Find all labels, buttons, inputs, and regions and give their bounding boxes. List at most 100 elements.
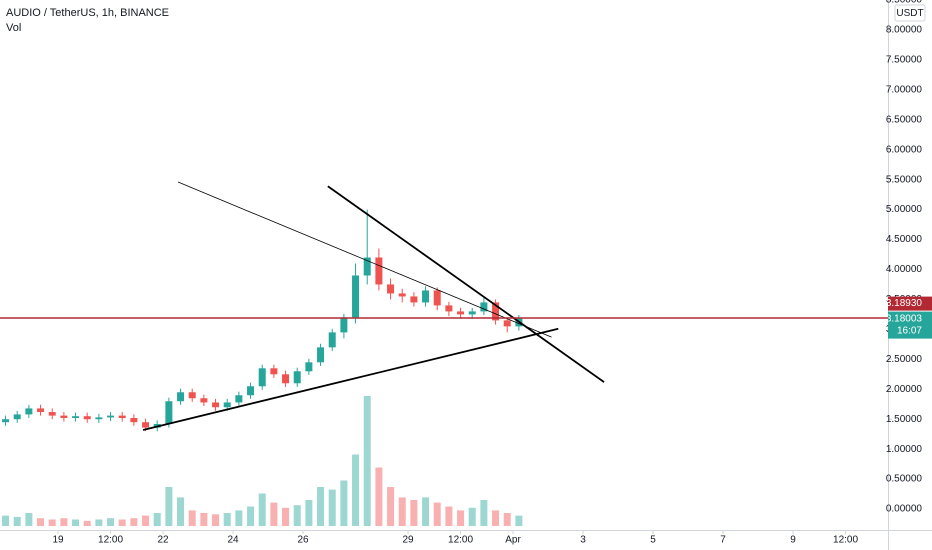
volume-bar bbox=[118, 519, 126, 526]
volume-bar bbox=[37, 518, 45, 526]
volume-bar bbox=[153, 513, 161, 526]
x-tick-label: 29 bbox=[402, 535, 414, 546]
candle-body bbox=[223, 402, 231, 408]
volume-bar bbox=[165, 487, 173, 526]
volume-bar bbox=[130, 518, 138, 526]
volume-bar bbox=[445, 506, 453, 526]
candle-body bbox=[398, 293, 406, 297]
y-tick-label: 2.00000 bbox=[886, 384, 923, 395]
candle-body bbox=[107, 415, 115, 418]
candle-body bbox=[235, 395, 243, 403]
volume-bar bbox=[375, 467, 383, 526]
candle-body bbox=[48, 412, 56, 416]
candle-body bbox=[410, 296, 418, 303]
x-tick-label: 12:00 bbox=[833, 535, 858, 546]
candle-body bbox=[433, 290, 441, 306]
volume-bar bbox=[235, 510, 243, 526]
volume-bar bbox=[515, 515, 523, 526]
candle-body bbox=[305, 362, 313, 372]
volume-bar bbox=[212, 514, 220, 526]
currency-label[interactable]: USDT bbox=[896, 8, 923, 19]
candle-body bbox=[212, 402, 220, 408]
volume-bar bbox=[492, 510, 500, 526]
x-tick-label: 26 bbox=[297, 535, 309, 546]
volume-bar bbox=[317, 487, 325, 526]
volume-bar bbox=[328, 489, 336, 526]
trend-line bbox=[142, 327, 559, 431]
candle-body bbox=[142, 422, 150, 428]
y-tick-label: 5.50000 bbox=[886, 174, 923, 185]
volume-bar bbox=[503, 513, 511, 526]
trend-line bbox=[177, 181, 552, 338]
volume-bar bbox=[107, 518, 115, 526]
candle-body bbox=[445, 305, 453, 312]
y-tick-label: 7.00000 bbox=[886, 84, 923, 95]
volume-bar bbox=[410, 500, 418, 526]
price-line-label: 3.18930 bbox=[886, 298, 923, 309]
candle-body bbox=[37, 408, 45, 413]
candle-body bbox=[317, 347, 325, 363]
y-tick-label: 2.50000 bbox=[886, 354, 923, 365]
currency-box[interactable] bbox=[894, 4, 926, 22]
y-tick-label: 5.00000 bbox=[886, 204, 923, 215]
volume-bar bbox=[2, 515, 10, 526]
volume-bar bbox=[60, 518, 68, 526]
candle-body bbox=[258, 368, 266, 387]
x-tick-label: 12:00 bbox=[98, 535, 123, 546]
candle-body bbox=[328, 332, 336, 348]
x-tick-label: 9 bbox=[790, 535, 796, 546]
x-tick-label: Apr bbox=[505, 535, 521, 546]
y-tick-label: 0.50000 bbox=[886, 474, 923, 485]
price-line-box bbox=[888, 296, 932, 311]
candle-body bbox=[25, 408, 33, 415]
volume-bar bbox=[270, 502, 278, 526]
candle-body bbox=[200, 398, 208, 403]
candle-body bbox=[177, 392, 185, 402]
volume-bar bbox=[83, 520, 91, 526]
candle-body bbox=[2, 419, 10, 423]
volume-bar bbox=[363, 396, 371, 526]
candle-body bbox=[375, 257, 383, 285]
y-tick-label: 0.00000 bbox=[886, 504, 923, 515]
volume-bar bbox=[200, 513, 208, 526]
candle-body bbox=[60, 415, 68, 419]
y-tick-label: 6.50000 bbox=[886, 114, 923, 125]
candle-body bbox=[13, 414, 21, 420]
volume-bar bbox=[352, 454, 360, 526]
volume-bar bbox=[72, 519, 80, 526]
volume-bar bbox=[13, 516, 21, 526]
candle-body bbox=[480, 302, 488, 312]
candle-body bbox=[468, 311, 476, 315]
candle-body bbox=[95, 417, 103, 420]
candle-body bbox=[422, 290, 430, 303]
volume-bar bbox=[457, 510, 465, 526]
volume-bar bbox=[305, 500, 313, 526]
x-tick-label: 12:00 bbox=[448, 535, 473, 546]
candle-body bbox=[352, 275, 360, 318]
candle-body bbox=[165, 401, 173, 424]
volume-bar bbox=[293, 505, 301, 526]
x-tick-label: 19 bbox=[52, 535, 64, 546]
volume-bar bbox=[340, 480, 348, 526]
candle-body bbox=[457, 311, 465, 315]
volume-bar bbox=[48, 519, 56, 526]
candle-body bbox=[247, 386, 255, 396]
countdown-label: 16:07 bbox=[897, 326, 922, 337]
candle-body bbox=[293, 371, 301, 384]
last-price-label: 3.18003 bbox=[886, 314, 923, 325]
volume-bar bbox=[387, 487, 395, 526]
candle-body bbox=[83, 416, 91, 420]
y-tick-label: 8.50000 bbox=[886, 0, 923, 6]
y-tick-label: 6.00000 bbox=[886, 144, 923, 155]
x-tick-label: 7 bbox=[720, 535, 726, 546]
y-tick-label: 7.50000 bbox=[886, 55, 923, 66]
candle-body bbox=[72, 416, 80, 419]
volume-bar bbox=[247, 506, 255, 526]
volume-bar bbox=[95, 519, 103, 526]
y-tick-label: 1.00000 bbox=[886, 444, 923, 455]
y-tick-label: 4.50000 bbox=[886, 234, 923, 245]
y-tick-label: 4.00000 bbox=[886, 264, 923, 275]
y-tick-label: 8.00000 bbox=[886, 25, 923, 36]
